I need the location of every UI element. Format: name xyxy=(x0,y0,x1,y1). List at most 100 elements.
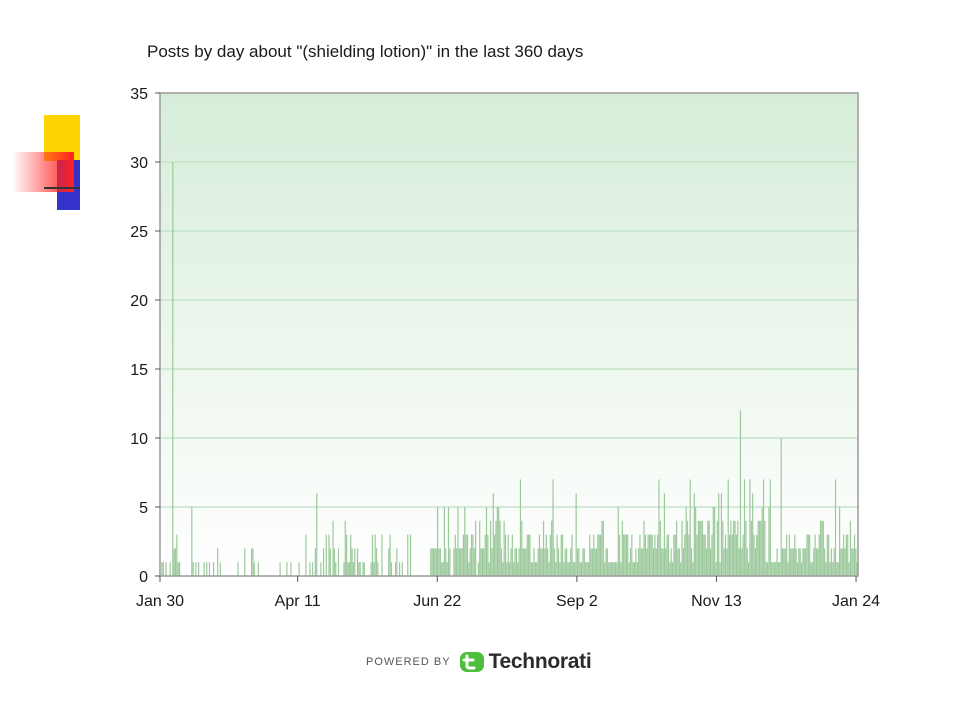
bar-day-222 xyxy=(461,548,463,576)
bar-day-396 xyxy=(697,520,699,576)
bar-day-264 xyxy=(518,548,520,576)
bar-day-465 xyxy=(791,548,793,576)
bar-day-353 xyxy=(639,534,641,576)
bar-day-356 xyxy=(643,520,645,576)
bar-day-247 xyxy=(495,520,497,576)
bar-day-339 xyxy=(620,562,622,576)
bar-day-321 xyxy=(595,548,598,576)
bar-day-281 xyxy=(541,548,543,576)
bar-day-463 xyxy=(788,534,790,576)
bar-day-477 xyxy=(807,534,809,576)
bar-day-358 xyxy=(646,548,648,576)
bar-day-374 xyxy=(667,534,670,576)
bar-day-292 xyxy=(556,534,558,576)
bar-day-200 xyxy=(431,548,433,576)
bar-day-495 xyxy=(832,562,834,576)
bar-day-159 xyxy=(375,548,378,576)
bar-day-14 xyxy=(179,562,181,576)
bar-day-406 xyxy=(711,534,713,576)
bar-day-107 xyxy=(305,534,307,576)
bar-day-169 xyxy=(389,534,391,576)
bar-day-311 xyxy=(582,548,584,576)
technorati-brand-name[interactable]: Technorati xyxy=(488,650,592,673)
bar-day-301 xyxy=(568,562,570,576)
bar-day-460 xyxy=(784,548,786,576)
bar-day-409 xyxy=(715,562,717,576)
bar-day-26 xyxy=(195,562,197,576)
bar-day-137 xyxy=(346,534,348,576)
bar-day-138 xyxy=(347,562,349,576)
bar-day-28 xyxy=(198,562,200,576)
bar-day-484 xyxy=(817,548,819,576)
bar-day-326 xyxy=(602,520,604,576)
bar-day-88 xyxy=(279,562,281,576)
bar-day-417 xyxy=(726,548,728,576)
bar-day-316 xyxy=(589,534,591,576)
bar-day-442 xyxy=(760,520,762,576)
bar-day-295 xyxy=(560,534,562,576)
bar-day-289 xyxy=(552,479,554,576)
bar-day-248 xyxy=(496,507,498,576)
bar-day-11 xyxy=(174,548,177,576)
bar-day-122 xyxy=(325,534,327,576)
bar-day-313 xyxy=(585,562,587,576)
bar-day-291 xyxy=(555,562,557,576)
bar-day-36 xyxy=(208,562,211,576)
bar-day-254 xyxy=(504,534,507,576)
bar-day-371 xyxy=(663,493,666,576)
bar-day-408 xyxy=(714,507,716,576)
bar-day-277 xyxy=(536,562,538,576)
bar-day-112 xyxy=(312,562,314,576)
bar-day-423 xyxy=(734,520,736,576)
bar-day-462 xyxy=(787,562,789,576)
bar-day-290 xyxy=(553,548,556,576)
bar-day-478 xyxy=(809,534,811,576)
bar-day-283 xyxy=(544,548,546,576)
bar-day-262 xyxy=(515,548,517,576)
bar-day-435 xyxy=(750,520,752,576)
bar-day-224 xyxy=(464,507,466,576)
powered-by-label: POWERED BY xyxy=(366,656,451,668)
bar-day-438 xyxy=(754,548,756,576)
bar-day-213 xyxy=(449,548,451,576)
y-tick-label-0: 0 xyxy=(139,569,148,586)
bar-day-296 xyxy=(561,534,564,576)
bar-day-305 xyxy=(574,562,576,576)
plot-area xyxy=(160,93,858,576)
bar-day-349 xyxy=(633,562,636,576)
bar-day-253 xyxy=(503,520,505,576)
bar-day-350 xyxy=(635,548,637,576)
technorati-logo-icon[interactable] xyxy=(459,651,485,673)
bar-day-428 xyxy=(741,548,743,576)
bar-day-456 xyxy=(779,562,781,576)
bar-day-235 xyxy=(479,520,481,576)
bar-day-158 xyxy=(374,534,376,576)
bar-day-307 xyxy=(576,548,579,576)
bar-day-207 xyxy=(441,562,443,576)
bar-day-411 xyxy=(718,493,720,576)
bar-day-275 xyxy=(533,548,535,576)
bar-day-69 xyxy=(253,562,255,576)
bar-day-266 xyxy=(521,520,523,576)
bar-day-150 xyxy=(363,562,365,576)
bar-day-279 xyxy=(538,534,541,576)
bar-day-303 xyxy=(571,534,573,576)
x-tick-label-2: Jun 22 xyxy=(413,593,461,610)
bar-day-509 xyxy=(851,548,853,576)
bar-day-369 xyxy=(661,548,663,576)
bar-day-485 xyxy=(818,534,820,576)
bar-day-394 xyxy=(695,507,697,576)
bar-day-386 xyxy=(684,534,686,576)
bar-day-419 xyxy=(728,534,731,576)
bar-day-209 xyxy=(443,507,446,576)
bar-day-443 xyxy=(761,507,763,576)
y-tick-label-15: 15 xyxy=(130,362,148,379)
bar-day-199 xyxy=(430,548,432,576)
bar-day-304 xyxy=(572,562,575,576)
bar-day-473 xyxy=(802,548,804,576)
bar-day-476 xyxy=(806,534,808,576)
bar-day-335 xyxy=(614,562,617,576)
bar-day-220 xyxy=(458,548,460,576)
bar-day-124 xyxy=(328,534,330,576)
y-tick-labels: 0 5 10 15 20 25 30 35 xyxy=(130,86,148,586)
